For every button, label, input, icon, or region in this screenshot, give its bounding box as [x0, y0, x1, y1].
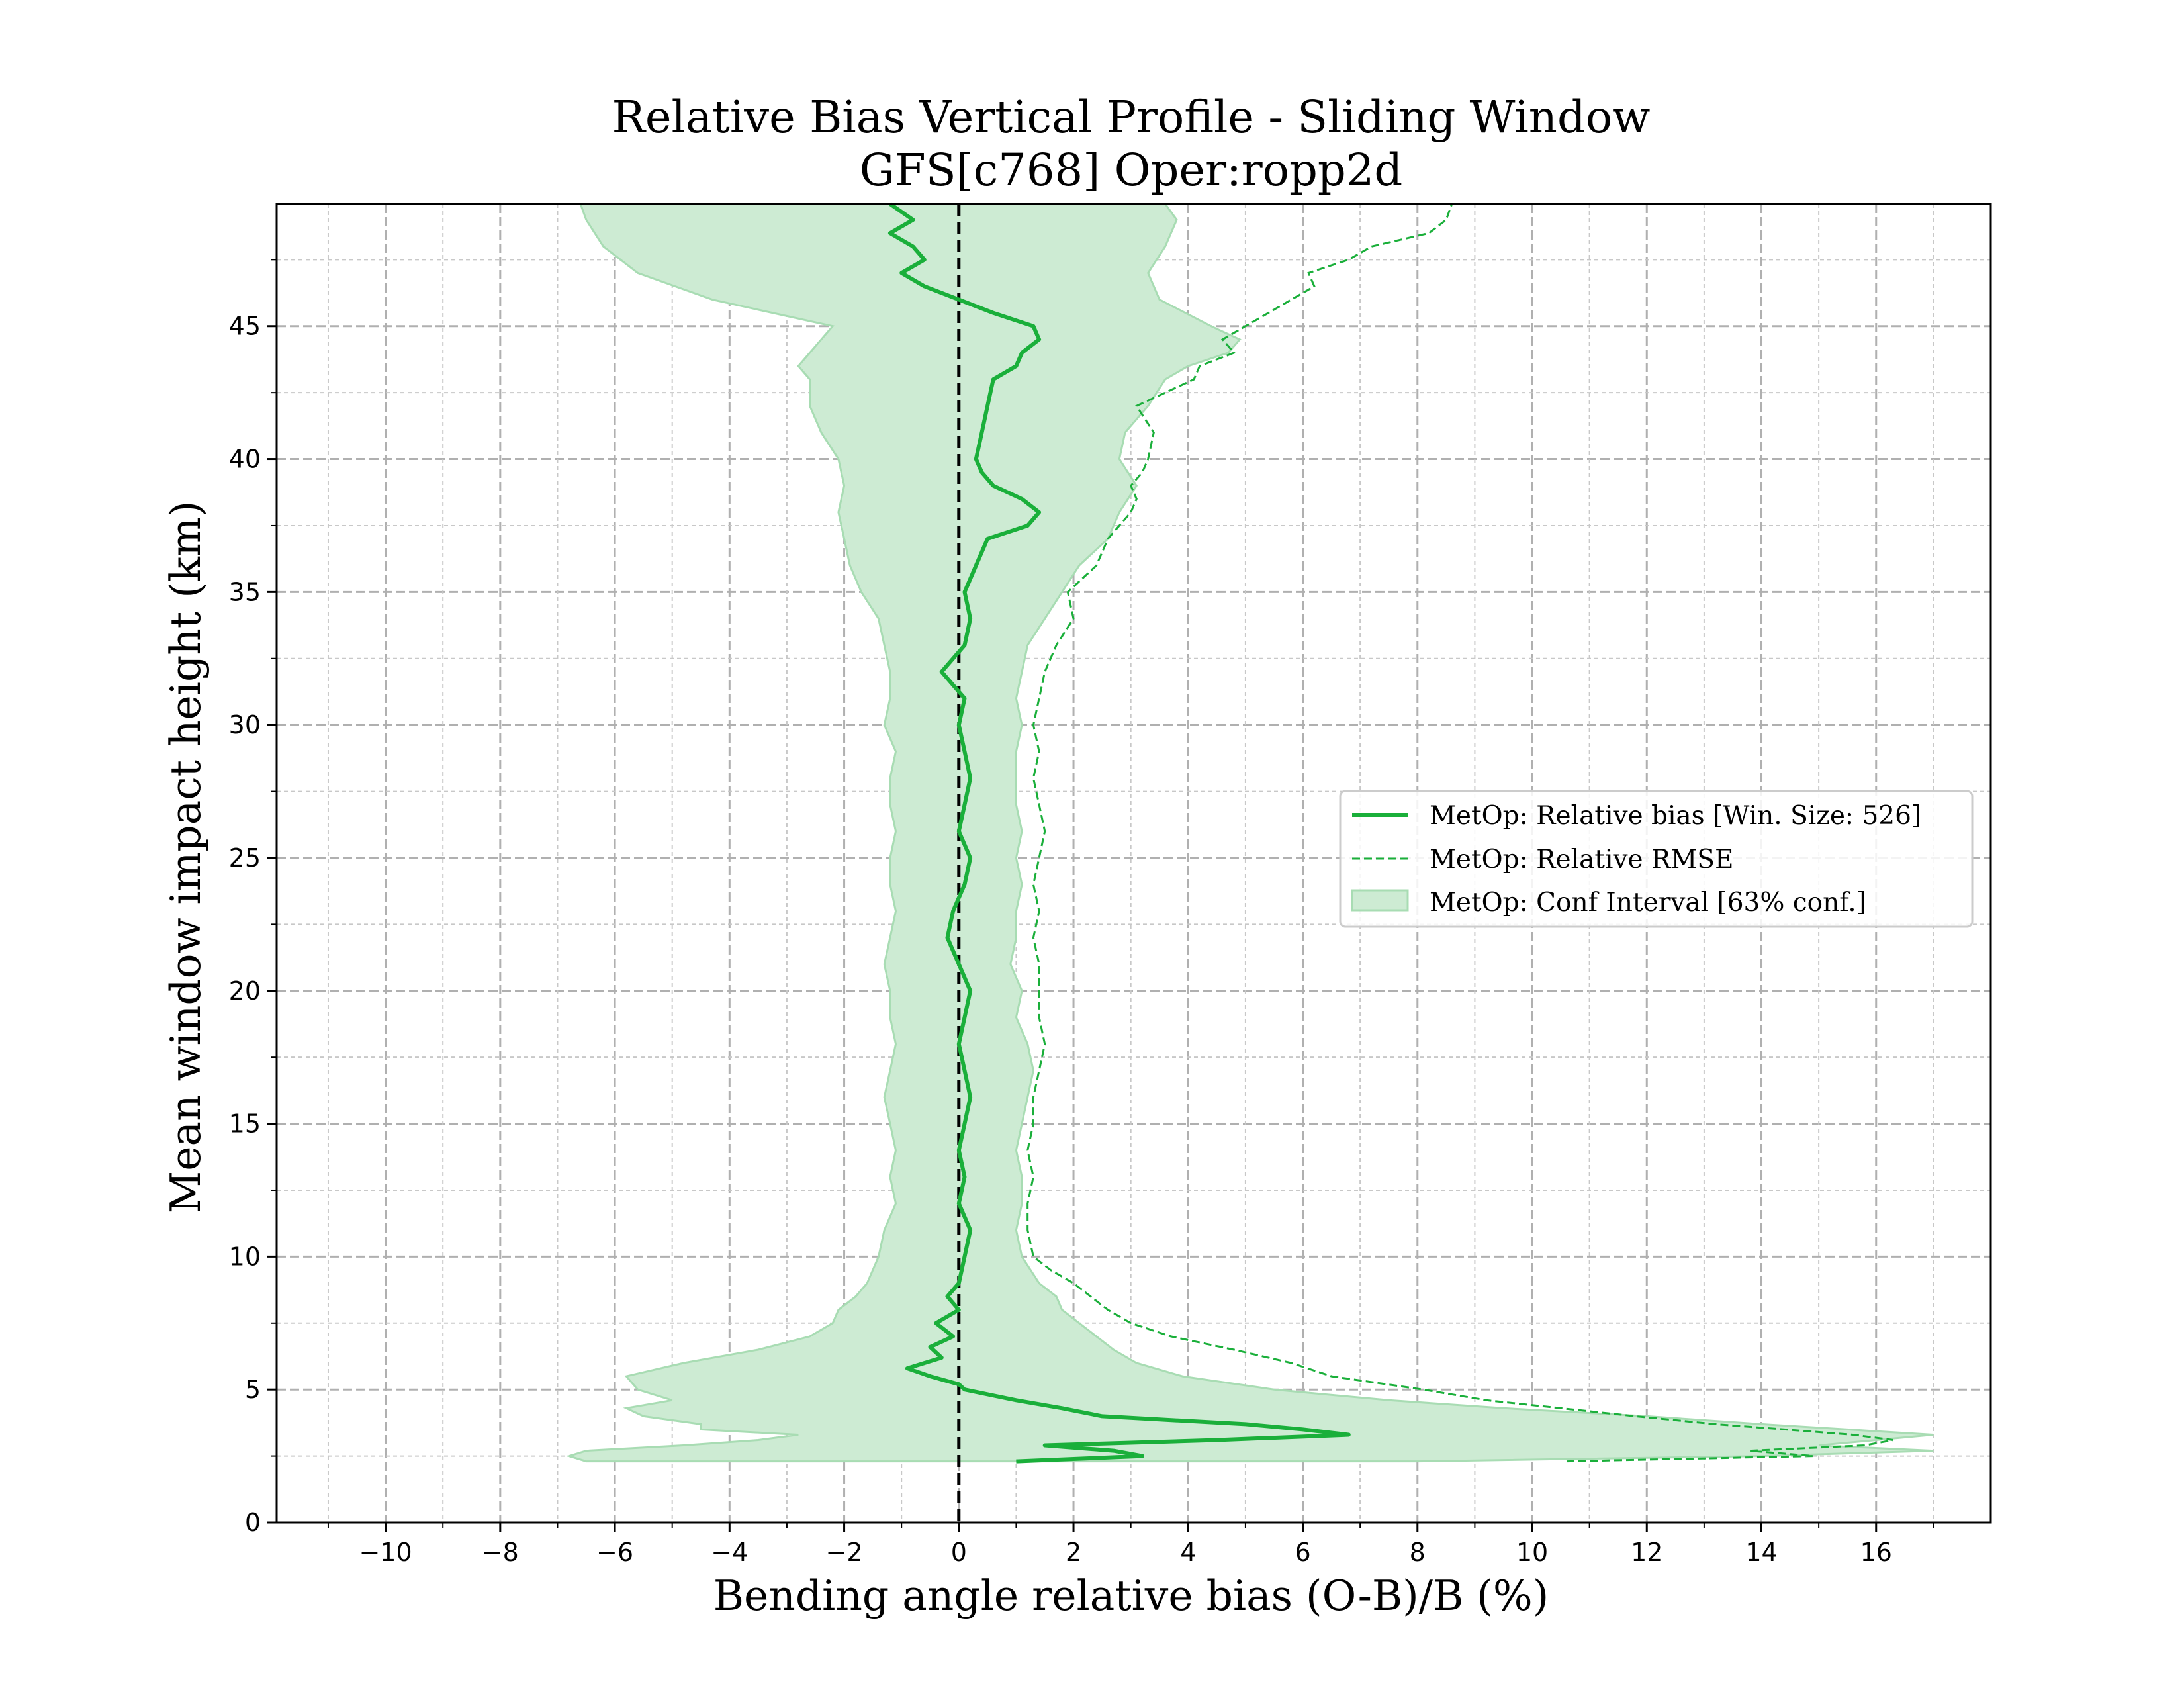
y-tick-label: 35 [229, 577, 261, 606]
y-tick-label: 40 [229, 445, 261, 474]
legend-swatch-band [1351, 889, 1409, 912]
y-tick-label: 0 [245, 1508, 261, 1537]
x-tick-label: 14 [1745, 1538, 1777, 1567]
x-tick-label: 16 [1860, 1538, 1892, 1567]
x-tick-label: −8 [482, 1538, 519, 1567]
y-tick-label: 30 [229, 710, 261, 739]
x-tick-label: 6 [1295, 1538, 1310, 1567]
relative-rmse-line [1026, 203, 1893, 1463]
legend: MetOp: Relative bias [Win. Size: 526] Me… [1339, 790, 1974, 928]
x-axis-ticks: −10 −8 −6 −4 −2 0 2 4 6 8 10 12 14 16 [327, 1523, 1934, 1567]
x-tick-label: 2 [1066, 1538, 1081, 1567]
x-axis-label: Bending angle relative bias (O-B)/B (%) [713, 1571, 1549, 1620]
legend-label-bias: MetOp: Relative bias [Win. Size: 526] [1430, 801, 1921, 831]
chart-title: Relative Bias Vertical Profile - Sliding… [612, 91, 1650, 143]
x-tick-label: 0 [951, 1538, 967, 1567]
x-tick-label: 8 [1410, 1538, 1426, 1567]
y-tick-label: 15 [229, 1109, 261, 1139]
x-tick-label: −2 [826, 1538, 863, 1567]
x-tick-label: 12 [1631, 1538, 1662, 1567]
legend-label-rmse: MetOp: Relative RMSE [1430, 845, 1733, 874]
x-tick-label: −4 [711, 1538, 748, 1567]
x-tick-label: −10 [359, 1538, 412, 1567]
y-tick-label: 25 [229, 843, 261, 872]
x-tick-label: 10 [1516, 1538, 1548, 1567]
y-tick-label: 10 [229, 1242, 261, 1271]
y-axis-ticks: 0 5 10 15 20 25 30 35 40 45 [229, 259, 277, 1537]
x-tick-label: 4 [1180, 1538, 1196, 1567]
x-tick-label: −6 [596, 1538, 633, 1567]
y-tick-label: 5 [245, 1375, 261, 1404]
y-axis-label: Mean window impact height (km) [161, 501, 210, 1214]
y-tick-label: 45 [229, 312, 261, 341]
relative-bias-line [887, 202, 1351, 1464]
y-tick-label: 20 [229, 976, 261, 1006]
chart-subtitle: GFS[c768] Oper:ropp2d [860, 144, 1403, 196]
plot-frame [275, 203, 1992, 1524]
legend-box [1339, 790, 1974, 928]
legend-label-band: MetOp: Conf Interval [63% conf.] [1430, 888, 1866, 917]
